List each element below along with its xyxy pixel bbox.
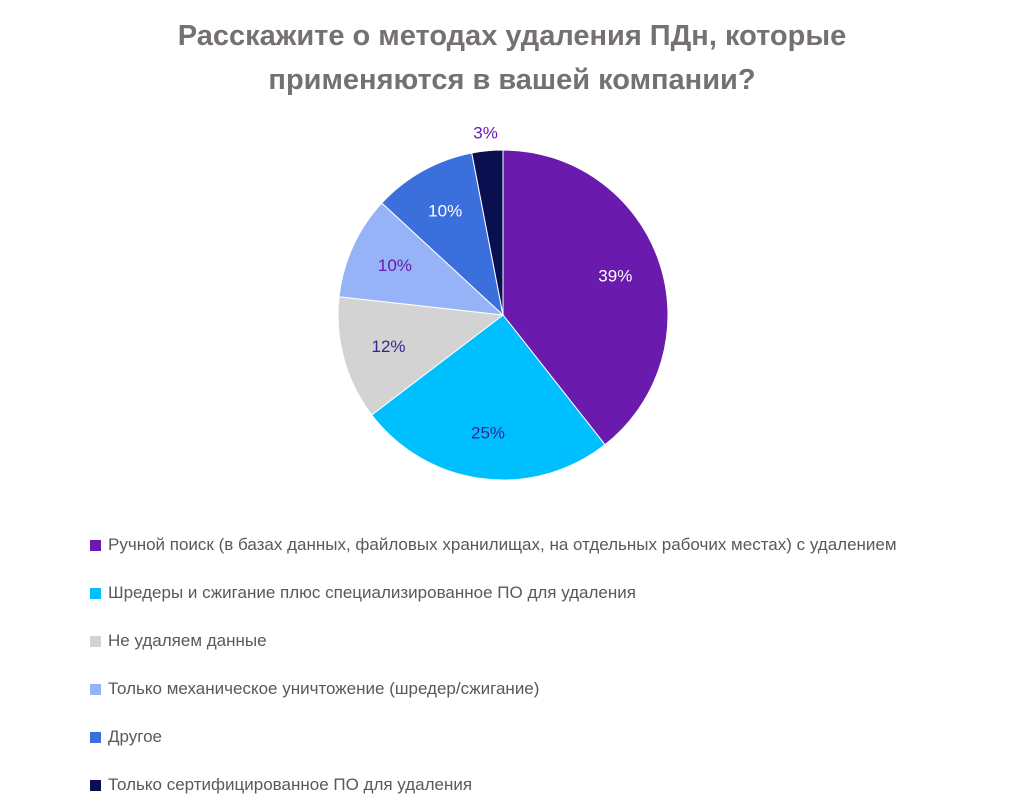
pie-slice-4	[338, 202, 505, 316]
legend-label-5: Другое	[108, 727, 163, 746]
legend-item-2: Шредеры и сжигание плюс специализированн…	[90, 569, 897, 617]
legend-item-5: Другое	[90, 713, 897, 761]
data-label-3: 12%	[371, 337, 405, 356]
legend-label-1: Ручной поиск (в базах данных, файловых х…	[108, 535, 897, 554]
data-label-5: 10%	[428, 202, 462, 221]
pie-slice-3	[337, 296, 505, 416]
legend-swatch-3	[90, 635, 101, 647]
legend-label-3: Не удаляем данные	[108, 631, 267, 650]
legend-item-6: Только сертифицированное ПО для удаления	[90, 761, 897, 808]
pie-slice-6	[471, 149, 504, 316]
pie-slice-5	[381, 152, 504, 317]
legend-swatch-6	[90, 779, 101, 791]
legend-label-6: Только сертифицированное ПО для удаления	[108, 775, 473, 794]
legend-item-4: Только механическое уничтожение (шредер/…	[90, 665, 897, 713]
legend-swatch-1	[90, 539, 101, 551]
legend-swatch-2	[90, 587, 101, 599]
legend-label-2: Шредеры и сжигание плюс специализированн…	[108, 583, 636, 602]
legend-label-4: Только механическое уничтожение (шредер/…	[108, 679, 540, 698]
data-label-4: 10%	[378, 256, 412, 275]
chart-legend: Ручной поиск (в базах данных, файловых х…	[90, 521, 897, 808]
chart-title: Расскажите о методах удаления ПДн, котор…	[112, 14, 912, 102]
pie-slice-2	[370, 314, 606, 481]
legend-swatch-4	[90, 683, 101, 695]
data-label-2: 25%	[471, 423, 505, 442]
data-label-1: 39%	[598, 267, 632, 286]
legend-item-3: Не удаляем данные	[90, 617, 897, 665]
data-label-6: 3%	[473, 123, 498, 142]
legend-swatch-5	[90, 731, 101, 743]
legend-item-1: Ручной поиск (в базах данных, файловых х…	[90, 521, 897, 569]
chart-title-line-1: Расскажите о методах удаления ПДн, котор…	[177, 20, 847, 52]
chart-title-line-2: применяются в вашей компании?	[268, 64, 756, 96]
pie-slice-1	[502, 149, 669, 446]
